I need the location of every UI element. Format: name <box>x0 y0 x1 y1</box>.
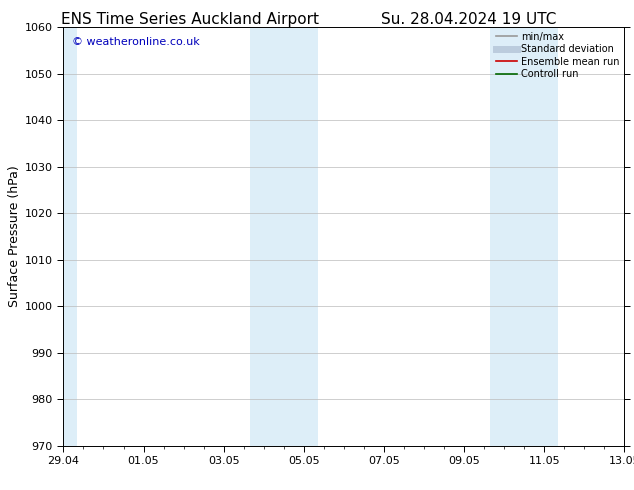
Text: ENS Time Series Auckland Airport: ENS Time Series Auckland Airport <box>61 12 319 27</box>
Text: Su. 28.04.2024 19 UTC: Su. 28.04.2024 19 UTC <box>382 12 557 27</box>
Legend: min/max, Standard deviation, Ensemble mean run, Controll run: min/max, Standard deviation, Ensemble me… <box>494 30 621 81</box>
Bar <box>61 27 77 446</box>
Y-axis label: Surface Pressure (hPa): Surface Pressure (hPa) <box>8 166 21 307</box>
Bar <box>250 27 318 446</box>
Bar <box>490 27 559 446</box>
Text: © weatheronline.co.uk: © weatheronline.co.uk <box>72 37 200 48</box>
